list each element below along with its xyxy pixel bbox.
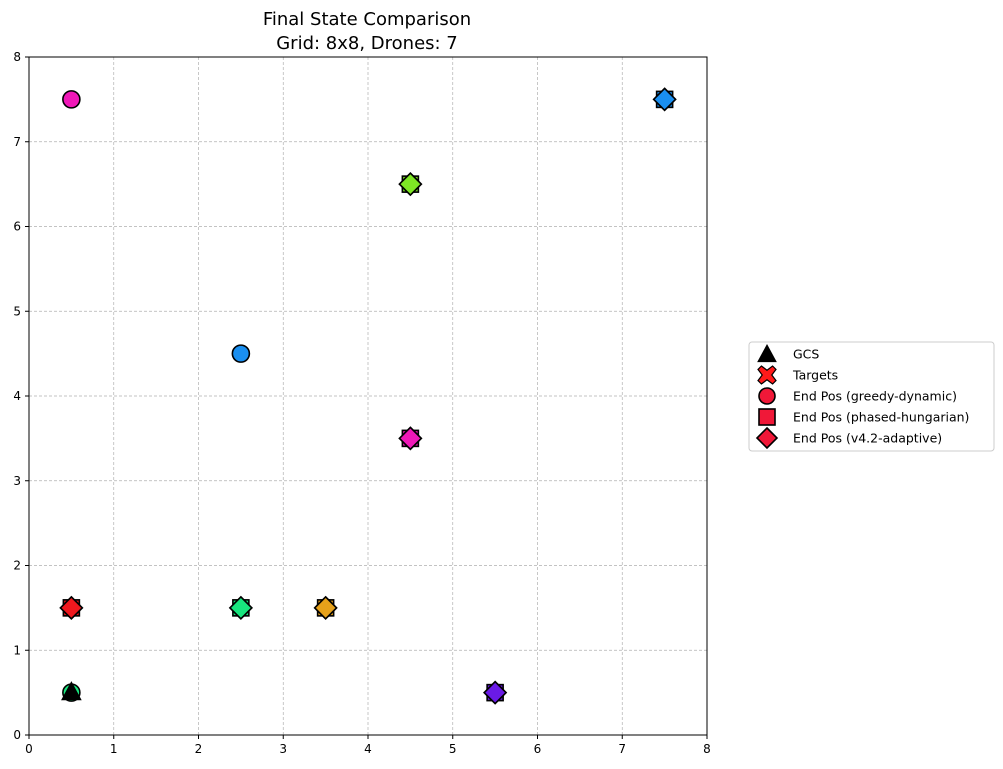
- legend: GCS Targets End Pos (greedy-dynamic) End Po…: [748, 341, 995, 452]
- greedy-end-point-3: [231, 344, 251, 363]
- legend-label: End Pos (greedy-dynamic): [793, 389, 957, 404]
- x-tick-label: 3: [279, 742, 287, 756]
- x-tick-label: 7: [618, 742, 626, 756]
- x-tick-label: 0: [25, 742, 33, 756]
- y-tick-label: 8: [13, 50, 21, 64]
- adaptive-end-point-0: [313, 595, 338, 621]
- y-tick-label: 5: [13, 304, 21, 318]
- y-tick-label: 1: [13, 643, 21, 657]
- x-tick-label: 4: [364, 742, 372, 756]
- legend-label: End Pos (v4.2-adaptive): [793, 431, 942, 446]
- greedy-end-point-5: [62, 90, 81, 109]
- data-marks: [59, 87, 677, 705]
- adaptive-end-point-2: [228, 595, 254, 621]
- adaptive-end-point-3: [652, 87, 677, 112]
- x-tick-label: 2: [195, 742, 203, 756]
- legend-label: End Pos (phased-hungarian): [793, 410, 969, 425]
- y-tick-label: 0: [13, 728, 21, 742]
- x-tick-label: 1: [110, 742, 118, 756]
- grid: [29, 57, 707, 735]
- y-tick-label: 4: [13, 389, 21, 403]
- legend-label: Targets: [792, 368, 838, 383]
- y-tick-label: 3: [13, 474, 21, 488]
- chart-title-line-1: Final State Comparison: [263, 9, 471, 30]
- legend-marker-circle: [758, 387, 776, 405]
- x-tick-label: 6: [534, 742, 542, 756]
- legend-marker-x: [757, 365, 777, 385]
- x-tick-label: 5: [449, 742, 457, 756]
- plot-frame: [28, 56, 708, 736]
- legend-marker-square: [758, 408, 776, 426]
- adaptive-end-point-5: [398, 426, 423, 451]
- adaptive-end-point-6: [59, 595, 84, 621]
- y-tick-label: 7: [13, 135, 21, 149]
- legend-label: GCS: [793, 347, 819, 362]
- adaptive-end-point-1: [398, 171, 423, 197]
- legend-marker-diamond: [755, 426, 779, 450]
- y-tick-label: 2: [13, 559, 21, 573]
- adaptive-end-point-4: [482, 680, 508, 705]
- axis-ticks: 0 1 2 3 4 5 6 7 8 0 1 2 3 4 5 6 7 8: [13, 50, 710, 756]
- legend-box: [748, 341, 995, 452]
- gcs-point: [61, 681, 82, 701]
- y-tick-label: 6: [13, 220, 21, 234]
- chart-title-line-2: Grid: 8x8, Drones: 7: [276, 33, 458, 54]
- legend-marker-triangle: [757, 343, 777, 363]
- x-tick-label: 8: [703, 742, 711, 756]
